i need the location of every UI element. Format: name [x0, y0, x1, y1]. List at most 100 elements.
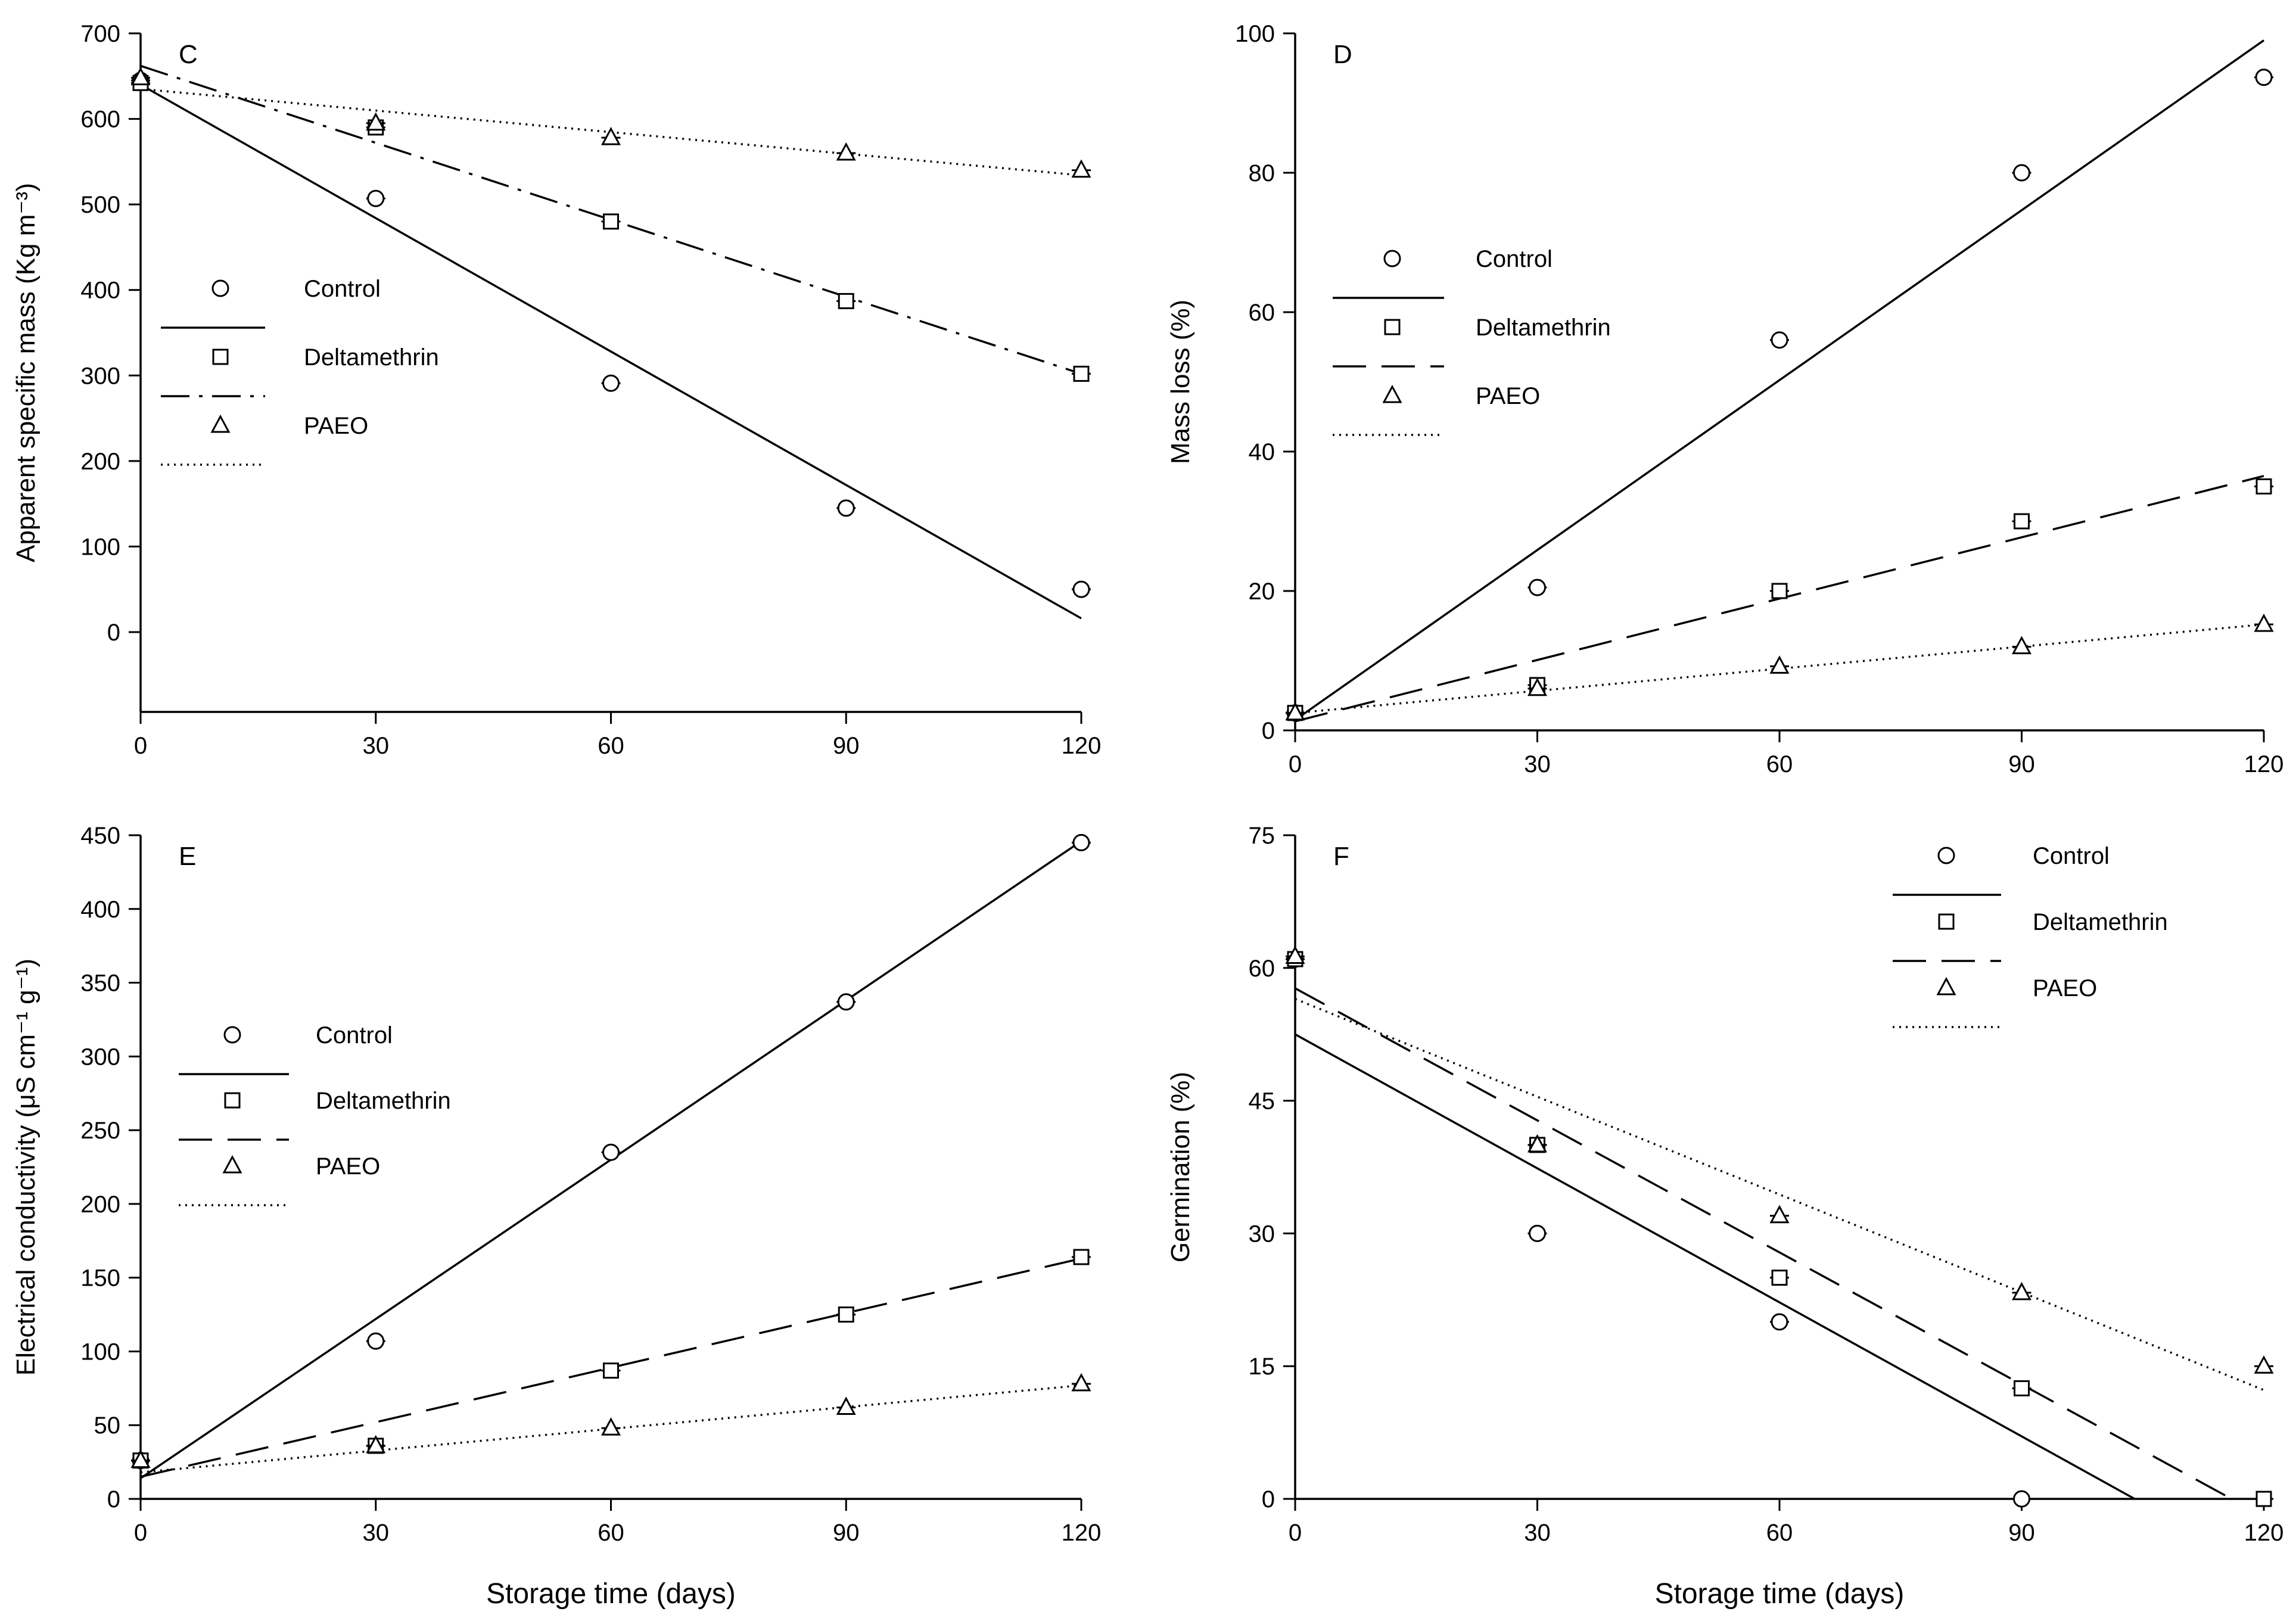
y-tick-label: 100 — [1235, 21, 1275, 47]
data-point-control — [367, 189, 385, 207]
data-point-deltamethrin — [1771, 1270, 1788, 1286]
legend-marker-control — [223, 1026, 241, 1044]
x-axis-title: Storage time (days) — [1655, 1578, 1905, 1610]
y-tick-label: 600 — [80, 107, 120, 133]
legend-marker-paeo — [1936, 976, 1956, 995]
x-tick-label: 30 — [1524, 751, 1551, 777]
y-tick-label: 50 — [94, 1413, 121, 1439]
data-point-paeo — [2254, 613, 2274, 632]
legend-marker-paeo — [222, 1155, 242, 1174]
data-point-paeo — [366, 112, 386, 131]
data-point-paeo — [130, 67, 151, 86]
y-tick-label: 200 — [80, 1191, 120, 1218]
x-tick-label: 120 — [1062, 733, 1102, 759]
y-tick-label: 250 — [80, 1118, 120, 1144]
data-point-deltamethrin — [603, 213, 619, 230]
data-point-deltamethrin — [838, 1306, 854, 1323]
data-point-control — [367, 1332, 385, 1350]
x-tick-label: 120 — [2244, 751, 2284, 777]
x-tick-label: 0 — [1289, 1520, 1302, 1546]
x-tick-label: 90 — [833, 733, 860, 759]
data-point-paeo — [1527, 1134, 1548, 1153]
y-tick-label: 60 — [1249, 300, 1275, 326]
data-point-control — [837, 993, 855, 1011]
data-point-paeo — [1527, 677, 1548, 696]
data-point-paeo — [2011, 1281, 2032, 1301]
y-tick-label: 15 — [1249, 1354, 1275, 1380]
legend-label-deltamethrin: Deltamethrin — [2033, 909, 2168, 935]
x-tick-label: 60 — [598, 1520, 624, 1546]
data-point-control — [1771, 331, 1788, 349]
legend-marker-paeo — [210, 414, 231, 433]
panel-label-d: D — [1333, 40, 1352, 69]
panel-e: 0 50 100 150 200 250 300 350 400 450 0 30 60 90 120 E El… — [11, 823, 1101, 1610]
data-point-control — [2013, 164, 2030, 182]
data-point-paeo — [2011, 636, 2032, 655]
panel-label-c: C — [179, 40, 198, 69]
data-point-paeo — [601, 126, 621, 145]
y-tick-label: 450 — [80, 823, 120, 849]
data-point-paeo — [366, 1435, 386, 1454]
data-point-paeo — [601, 1417, 621, 1436]
data-point-control — [602, 1143, 620, 1161]
legend-label-deltamethrin: Deltamethrin — [304, 344, 439, 371]
data-point-paeo — [1071, 1373, 1091, 1392]
fit-line-deltamethrin — [140, 64, 1082, 375]
x-tick-label: 30 — [1524, 1520, 1551, 1546]
x-tick-label: 90 — [2008, 751, 2035, 777]
x-tick-label: 60 — [1766, 1520, 1793, 1546]
y-tick-label: 200 — [80, 449, 120, 475]
y-tick-label: 0 — [1262, 718, 1275, 744]
panel-label-e: E — [179, 842, 196, 871]
y-tick-label: 300 — [80, 363, 120, 389]
legend-label-paeo: PAEO — [2033, 975, 2097, 1001]
fit-line-control — [1294, 39, 2265, 721]
y-tick-label: 0 — [107, 1486, 120, 1513]
data-point-deltamethrin — [2014, 1380, 2030, 1396]
y-tick-label: 75 — [1249, 823, 1275, 849]
data-point-paeo — [1285, 945, 1305, 964]
data-point-control — [1072, 833, 1090, 851]
panel-d: 0 20 40 60 80 100 0 30 60 90 120 D Mass loss (%) Cont… — [1166, 21, 2283, 777]
y-axis-title: Apparent specific mass (Kg m⁻³) — [11, 183, 41, 562]
legend-label-control: Control — [2033, 843, 2110, 869]
y-tick-label: 400 — [80, 278, 120, 304]
x-tick-label: 120 — [1062, 1520, 1102, 1546]
y-tick-label: 700 — [80, 21, 120, 47]
y-tick-label: 300 — [80, 1044, 120, 1070]
data-point-deltamethrin — [1073, 365, 1090, 382]
legend-label-deltamethrin: Deltamethrin — [316, 1088, 451, 1114]
data-point-deltamethrin — [603, 1362, 619, 1379]
y-tick-label: 60 — [1249, 956, 1275, 982]
y-tick-label: 30 — [1249, 1221, 1275, 1247]
legend-label-paeo: PAEO — [304, 413, 368, 439]
y-tick-label: 500 — [80, 192, 120, 218]
x-tick-label: 60 — [1766, 751, 1793, 777]
legend-label-deltamethrin: Deltamethrin — [1476, 315, 1611, 341]
legend-marker-deltamethrin — [1384, 319, 1401, 335]
x-tick-label: 0 — [1289, 751, 1302, 777]
y-tick-label: 20 — [1249, 578, 1275, 605]
legend-marker-deltamethrin — [1938, 913, 1955, 930]
legend-marker-control — [1383, 250, 1401, 267]
legend-label-control: Control — [316, 1022, 393, 1049]
data-point-control — [2013, 1490, 2030, 1508]
x-tick-label: 90 — [833, 1520, 860, 1546]
data-point-paeo — [130, 1449, 151, 1469]
data-point-control — [837, 499, 855, 517]
y-tick-label: 400 — [80, 897, 120, 923]
y-tick-label: 80 — [1249, 160, 1275, 186]
y-tick-label: 100 — [80, 1339, 120, 1365]
data-point-deltamethrin — [838, 293, 854, 309]
data-point-deltamethrin — [2255, 1491, 2272, 1507]
legend-marker-deltamethrin — [224, 1092, 241, 1109]
y-tick-label: 45 — [1249, 1088, 1275, 1115]
legend-label-paeo: PAEO — [1476, 383, 1540, 409]
y-axis-title: Germination (%) — [1166, 1072, 1195, 1262]
fit-line-deltamethrin — [140, 1257, 1082, 1478]
y-tick-label: 150 — [80, 1265, 120, 1292]
x-axis-title: Storage time (days) — [486, 1578, 736, 1610]
legend-label-control: Control — [1476, 246, 1553, 272]
